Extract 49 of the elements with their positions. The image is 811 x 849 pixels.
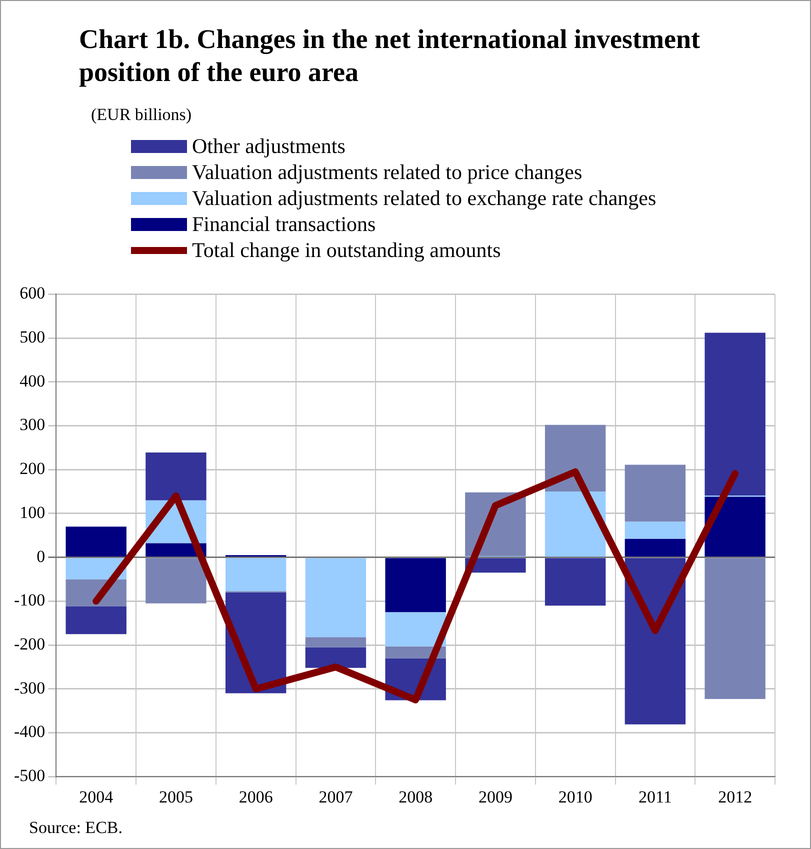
y-tick-label: 600: [20, 284, 46, 303]
bar: [704, 332, 766, 496]
bar: [66, 526, 126, 557]
x-tick-label: 2012: [718, 787, 752, 806]
legend-label: Valuation adjustments related to exchange rate changes: [192, 186, 656, 210]
bar: [146, 452, 206, 500]
x-tick-label: 2010: [558, 787, 592, 806]
x-tick-label: 2004: [79, 787, 114, 806]
legend-label: Other adjustments: [192, 134, 346, 158]
bar: [305, 558, 366, 638]
bar: [624, 464, 686, 522]
text: (EUR billions): [91, 105, 192, 125]
y-tick-label: -300: [14, 678, 46, 698]
y-tick-label: 0: [36, 546, 46, 566]
bar: [704, 496, 766, 557]
legend-label: Total change in outstanding amounts: [192, 238, 501, 262]
y-tick-label: 200: [20, 459, 46, 478]
y-tick-label: -200: [14, 634, 46, 654]
bar: [66, 606, 126, 634]
y-tick-label: 100: [20, 502, 46, 522]
bar: [305, 647, 366, 668]
source-note: Source: ECB.: [29, 818, 122, 838]
bar: [624, 538, 686, 557]
y-tick-label: 500: [20, 328, 46, 347]
x-tick-label: 2006: [238, 787, 273, 806]
bar: [146, 558, 206, 604]
bar: [544, 492, 606, 557]
y-tick-label: 300: [20, 415, 46, 434]
legend-label: Valuation adjustments related to price changes: [192, 160, 582, 184]
bar: [385, 558, 446, 612]
bar: [704, 558, 766, 699]
x-tick-label: 2007: [318, 787, 354, 806]
bar: [544, 424, 606, 492]
chart-title: Chart 1b. Changes in the net international investment position of the euro area: [79, 23, 702, 89]
legend-label: Financial transactions: [192, 212, 376, 236]
y-tick-label: -400: [14, 722, 46, 742]
y-tick-label: 400: [20, 371, 46, 390]
bar: [544, 558, 606, 606]
bar: [225, 558, 286, 592]
x-tick-label: 2005: [158, 787, 193, 806]
y-tick-label: -100: [14, 590, 46, 610]
y-tick-label: -500: [14, 766, 46, 786]
x-tick-label: 2008: [398, 787, 433, 806]
bar: [624, 558, 686, 724]
bar: [624, 522, 686, 539]
bar: [305, 637, 366, 648]
x-tick-label: 2009: [478, 787, 512, 806]
x-tick-label: 2011: [638, 787, 672, 806]
bar: [385, 612, 446, 646]
